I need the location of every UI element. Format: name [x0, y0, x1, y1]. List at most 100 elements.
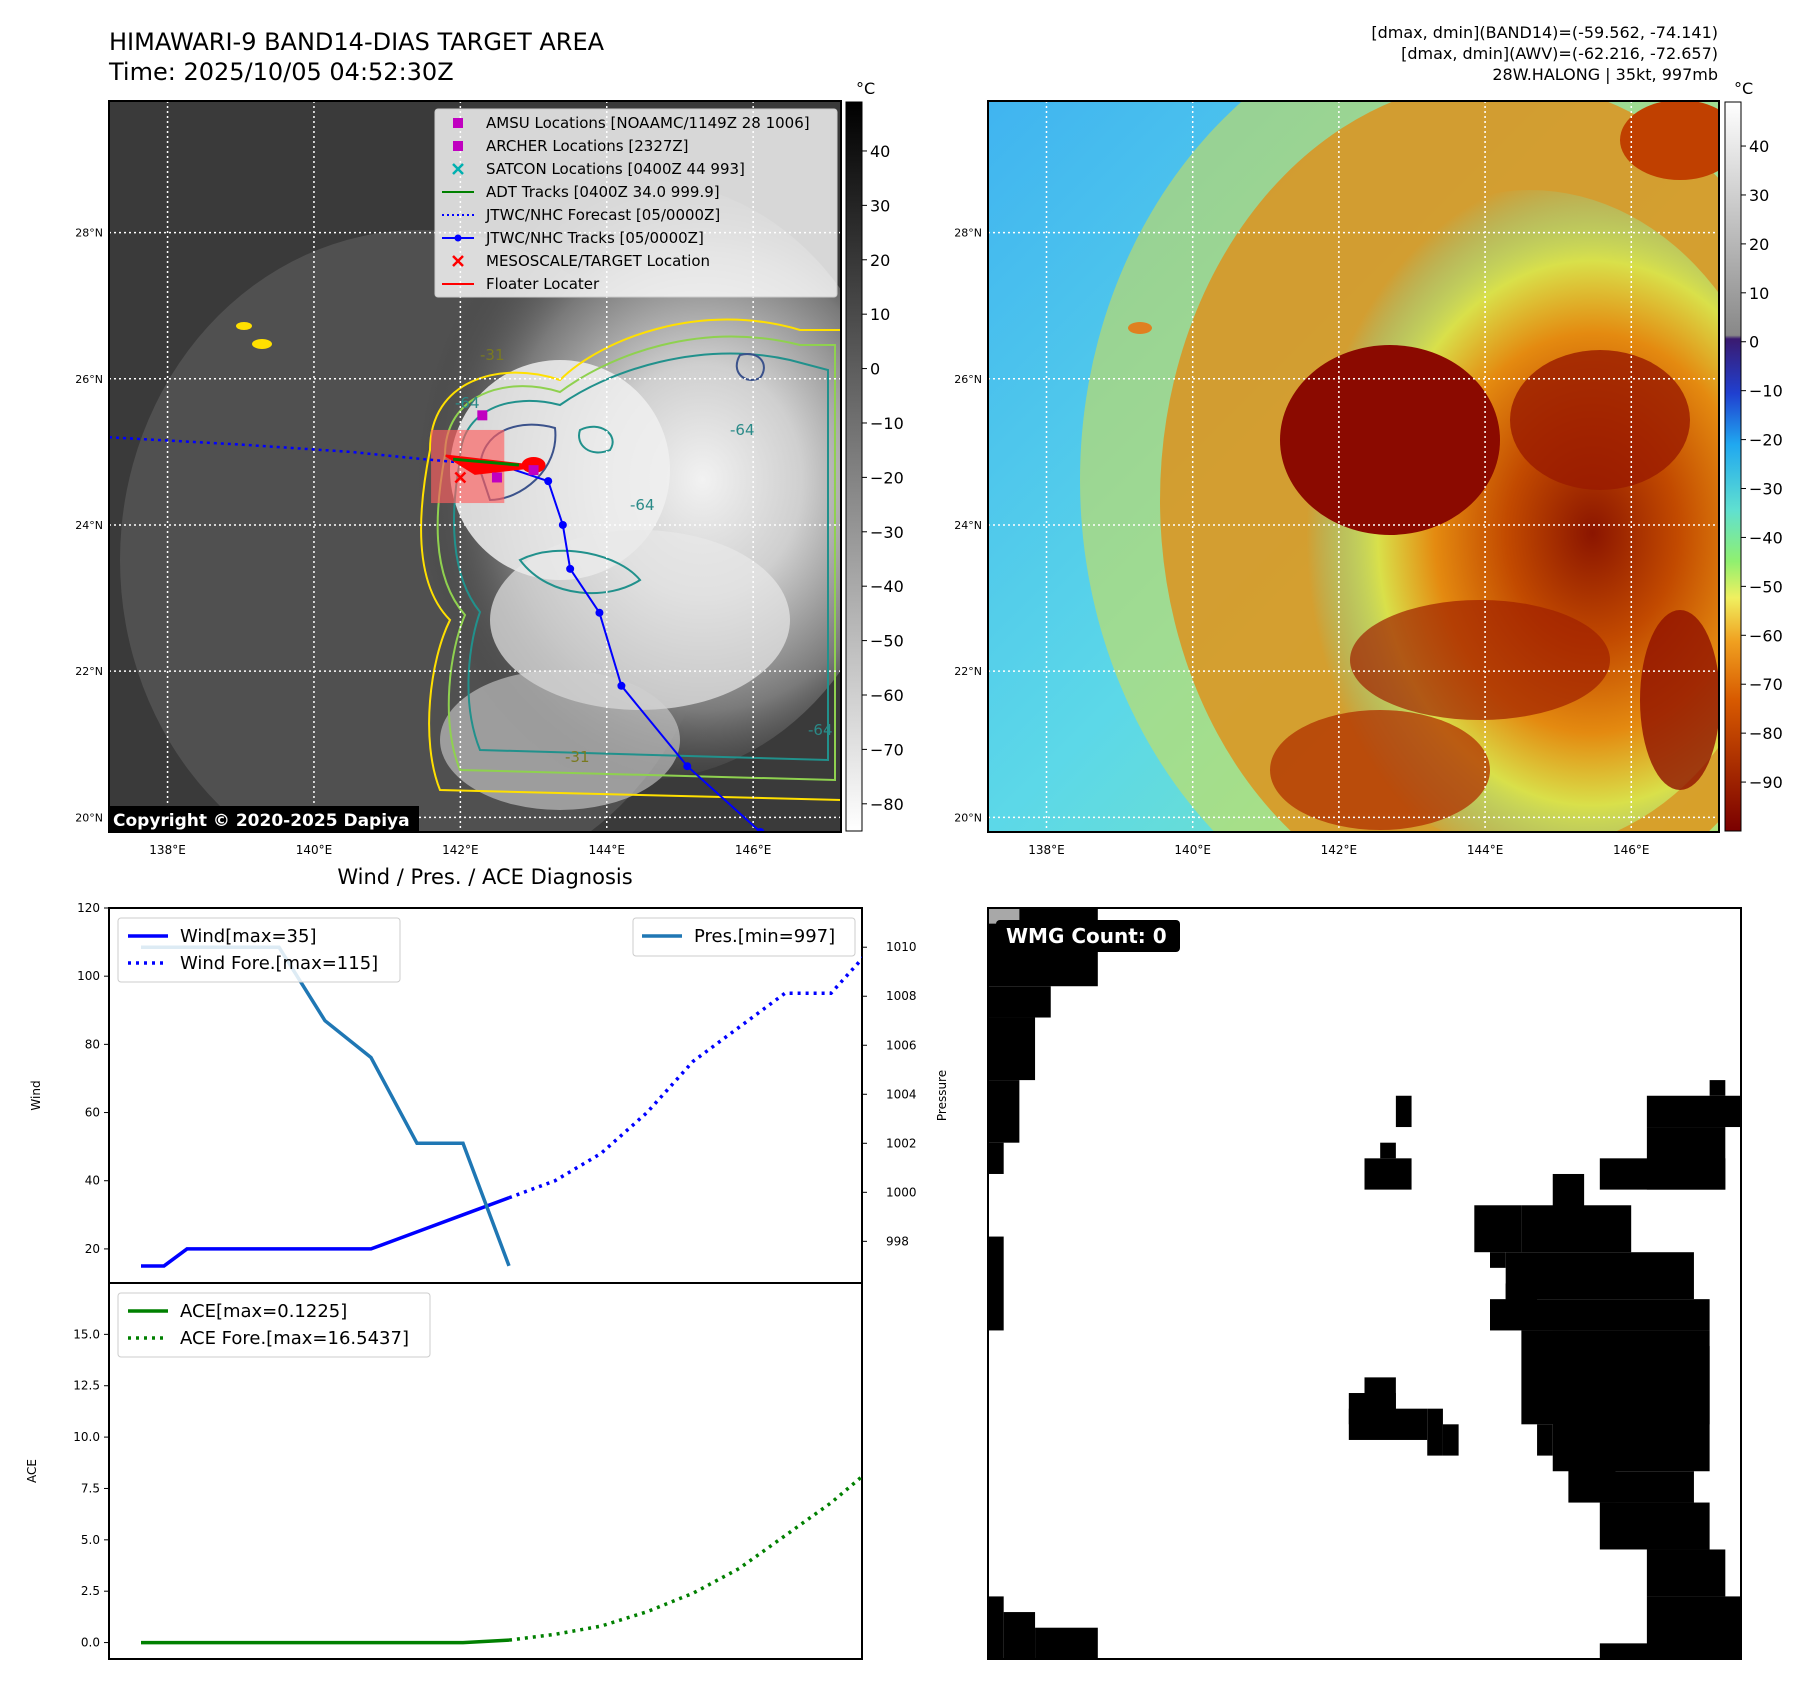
info-line2: [dmax, dmin](AWV)=(-62.216, -72.657)	[1401, 44, 1718, 63]
colorbar-color-tick-label: 20	[1749, 235, 1769, 254]
wmg-cell-block	[988, 1142, 1004, 1174]
map2-lon-label: 142°E	[1321, 843, 1358, 857]
pressure-legend-label: Pres.[min=997]	[694, 926, 835, 947]
ace-legend: ACE[max=0.1225] ACE Fore.[max=16.5437]	[117, 1292, 431, 1358]
ace-chart: 0.0 2.5 5.0 7.5 10.0 12.5 15.0 ACE ACE[max=0.122…	[25, 1282, 863, 1660]
colorbar-color: °C 40 30 20 10 0 −10 −20 −30 −40 −50 −60 −70 −80 −90	[1724, 79, 1783, 832]
ace-legend-label: ACE Fore.[max=16.5437]	[180, 1328, 409, 1349]
colorbar-color-unit: °C	[1734, 79, 1753, 98]
ace-ytick-label: 5.0	[81, 1533, 100, 1547]
wmg-cell-block	[1646, 1095, 1741, 1128]
ace-ytick-label: 0.0	[81, 1636, 100, 1650]
wmg-cell-block	[1505, 1283, 1538, 1315]
wmg-cell-gray	[988, 908, 1020, 924]
amsu-marker	[528, 465, 539, 476]
wind-ytick-label: 40	[85, 1174, 100, 1188]
pressure-ytick-label: 1008	[886, 989, 917, 1003]
floater-blob	[521, 457, 546, 474]
colorbar-gray-tick-label: −80	[870, 795, 904, 814]
wmg-cell-block	[1380, 1142, 1396, 1159]
wmg-cell-block	[1348, 1408, 1428, 1440]
wind-ytick-label: 60	[85, 1106, 100, 1120]
colorbar-gray-tick-label: −30	[870, 523, 904, 542]
map1-lon-label: 140°E	[296, 843, 333, 857]
grayscale-ir-map: -31 -64 -64 -64 -31 -64 Copyright © 2020-2025…	[108, 100, 842, 833]
wind-pressure-chart: 20 40 60 80 100 120 998 1000 1002 1004 1006 1008 101…	[29, 901, 949, 1284]
wmg-cell-block	[988, 1596, 1004, 1659]
colorbar-gray-unit: °C	[856, 79, 875, 98]
info-line3: 28W.HALONG | 35kt, 997mb	[1492, 65, 1718, 84]
pressure-ytick-label: 1004	[886, 1087, 917, 1101]
colorbar-gray-tick-label: −40	[870, 577, 904, 596]
map1-lon-label: 146°E	[735, 843, 772, 857]
wind-ytick-label: 120	[77, 901, 100, 915]
wmg-cell-block	[1646, 1549, 1726, 1597]
map1-axis-labels: 138°E 140°E 142°E 144°E 146°E 20°N 22°N 24°N 26°…	[75, 227, 771, 857]
wmg-cell-block	[1442, 1424, 1459, 1456]
legend-marker-x	[452, 255, 464, 267]
storm-tracks: -31 -64 -64 -64 -31 -64	[109, 346, 833, 832]
colorbar-color-tick-label: −80	[1749, 724, 1783, 743]
map2-gridlines	[988, 101, 1719, 832]
info-line1: [dmax, dmin](BAND14)=(-59.562, -74.141)	[1371, 23, 1718, 42]
colorbar-color-tick-label: −60	[1749, 626, 1783, 645]
wmg-cell-block	[988, 1236, 1004, 1331]
contour-label: -31	[565, 748, 590, 766]
wmg-count-label: WMG Count: 0	[1006, 924, 1167, 948]
ace-ylabel: ACE	[25, 1459, 39, 1483]
wmg-cell-block	[1003, 1612, 1036, 1659]
legend-label: AMSU Locations [NOAAMC/1149Z 28 1006]	[486, 114, 810, 132]
series-line-wind	[141, 1196, 510, 1268]
legend-marker-square	[453, 118, 463, 128]
amsu-marker	[477, 410, 488, 421]
legend-label: JTWC/NHC Forecast [05/0000Z]	[485, 206, 720, 224]
colorbar-gray-tick-label: −70	[870, 740, 904, 759]
legend-marker-x	[452, 163, 464, 175]
colorbar-color-tick-label: 0	[1749, 333, 1759, 352]
colorbar-gray-tick-label: −60	[870, 686, 904, 705]
legend-label: Floater Locater	[486, 275, 600, 293]
ace-ytick-label: 2.5	[81, 1584, 100, 1598]
colorbar-color-tick-label: −90	[1749, 773, 1783, 792]
pressure-ytick-label: 1006	[886, 1038, 917, 1052]
map2-lat-label: 20°N	[954, 811, 982, 824]
wmg-cell-block	[1427, 1408, 1443, 1456]
colorbar-gray-tick-label: 0	[870, 360, 880, 379]
colorbar-gray-tick-label: 40	[870, 142, 890, 161]
wmg-cell-block	[1568, 1439, 1616, 1503]
pressure-ytick-label: 1000	[886, 1185, 917, 1199]
series-line-ace-fore-	[508, 1474, 862, 1642]
legend-marker-square	[453, 141, 463, 151]
figure-title-line1: HIMAWARI-9 BAND14-DIAS TARGET AREA	[109, 28, 605, 56]
colorbar-gray-tick-label: −50	[870, 632, 904, 651]
map2-axis-labels: 138°E 140°E 142°E 144°E 146°E 20°N 22°N 24°N 26°…	[954, 227, 1649, 857]
legend-label: JTWC/NHC Tracks [05/0000Z]	[485, 229, 704, 247]
jtwc-track-point	[558, 520, 567, 529]
wind-legend-label: Wind Fore.[max=115]	[180, 953, 378, 974]
colorbar-gray-tick-label: −20	[870, 468, 904, 487]
map1-lat-label: 20°N	[75, 811, 103, 824]
map2-lat-label: 28°N	[954, 227, 982, 240]
jtwc-track-point	[595, 608, 604, 617]
colorbar-gray-tick-label: −10	[870, 414, 904, 433]
wmg-cell-block	[1035, 1627, 1098, 1659]
map2-lat-label: 26°N	[954, 373, 982, 386]
wmg-cell-block	[1599, 1643, 1726, 1659]
wind-legend-label: Wind[max=35]	[180, 926, 317, 947]
map1-lon-label: 138°E	[149, 843, 186, 857]
wmg-cell-block	[1709, 1080, 1726, 1096]
wmg-cell-block	[1599, 1158, 1726, 1190]
wmg-cell-block	[1474, 1205, 1522, 1253]
colorbar-gray-tick-label: 10	[870, 305, 890, 324]
legend-label: SATCON Locations [0400Z 44 993]	[486, 160, 745, 178]
jtwc-track-point	[683, 762, 692, 771]
colorbar-gray-tick-label: 20	[870, 251, 890, 270]
map1-lon-label: 144°E	[589, 843, 626, 857]
colorbar-gray-tick-label: 30	[870, 196, 890, 215]
map1-lon-label: 142°E	[442, 843, 479, 857]
ace-legend-frame	[117, 1292, 431, 1358]
wmg-cell-block	[1364, 1158, 1412, 1190]
contour-label: -64	[455, 394, 480, 412]
map2-lat-label: 22°N	[954, 665, 982, 678]
